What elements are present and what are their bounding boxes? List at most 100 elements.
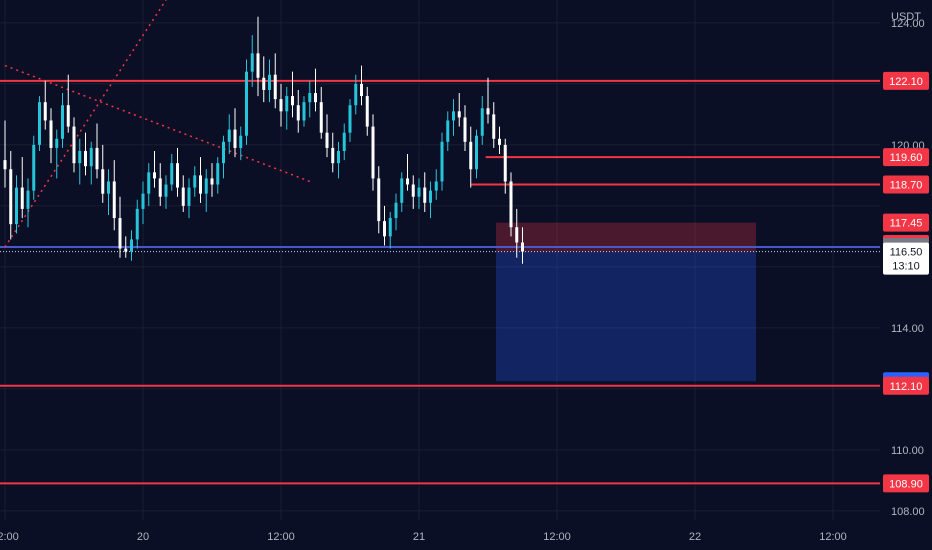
price-tick-label: 108.00 — [891, 506, 925, 518]
candle-body — [521, 242, 524, 252]
candle-body — [291, 96, 294, 106]
candle-body — [32, 144, 36, 191]
candle-body — [38, 102, 41, 145]
candle-body — [285, 96, 289, 112]
candle-body — [469, 141, 473, 170]
candle-body — [440, 141, 444, 182]
candle-body — [170, 163, 174, 185]
candle-body — [107, 181, 110, 194]
time-tick-label: 12:00 — [819, 531, 847, 543]
candle-body — [118, 218, 122, 249]
candle-body — [509, 181, 513, 228]
candle-body — [348, 105, 352, 133]
candle-body — [268, 74, 271, 90]
price-tick-label: 114.00 — [891, 323, 924, 335]
candle-body — [365, 96, 369, 127]
candle-body — [314, 93, 317, 103]
candle-body — [434, 181, 438, 191]
candle-body — [446, 120, 450, 142]
candle-body — [101, 169, 105, 194]
trendline[interactable] — [4, 0, 167, 248]
price-tag-label: 108.90 — [889, 478, 923, 490]
candle-body — [480, 108, 484, 136]
time-axis — [0, 520, 880, 550]
candle-body — [503, 144, 507, 182]
candle-body — [135, 208, 139, 240]
candle-body — [486, 108, 490, 115]
candle-body — [72, 126, 76, 164]
candle-body — [475, 135, 478, 170]
candle-body — [9, 169, 13, 225]
candle-body — [199, 175, 202, 194]
time-tick-label: 21 — [413, 531, 425, 543]
candle-body — [377, 178, 381, 222]
price-tag[interactable] — [883, 71, 929, 90]
price-tag[interactable] — [883, 474, 929, 493]
candle-body — [158, 178, 162, 197]
current-price-label: 116.50 — [890, 247, 923, 259]
price-tag-label: 119.60 — [890, 152, 923, 164]
candle-body — [55, 138, 59, 148]
price-tick-label: 124.00 — [891, 18, 925, 30]
time-tick-label: 12:00 — [543, 531, 571, 543]
candle-body — [331, 147, 335, 164]
candle-body — [245, 71, 248, 136]
price-tag-label: 122.10 — [889, 76, 923, 88]
candle-body — [515, 227, 519, 243]
current-price-tag[interactable] — [883, 242, 929, 275]
candle-body — [400, 178, 404, 203]
candle-body — [423, 187, 427, 203]
time-tick-label: 22 — [689, 531, 701, 543]
candle-body — [354, 83, 358, 106]
candle-body — [250, 53, 254, 72]
candle-body — [411, 184, 415, 197]
candle-body — [222, 141, 225, 164]
candle-body — [3, 160, 7, 170]
candle-body — [394, 202, 398, 219]
candle-body — [463, 117, 467, 142]
candle-body — [26, 190, 30, 209]
candle-body — [279, 99, 283, 112]
position-target-zone[interactable] — [496, 251, 756, 382]
time-tick-label: 12:00 — [0, 531, 19, 543]
candle-body — [78, 150, 82, 164]
price-tag[interactable] — [883, 213, 929, 232]
candle-body — [84, 150, 87, 167]
price-tag-label: 112.10 — [890, 381, 923, 393]
price-tick-label: 110.00 — [891, 445, 924, 457]
candle-body — [216, 163, 220, 185]
trendline[interactable] — [4, 64, 311, 183]
candle-body — [337, 150, 340, 164]
candle-body — [417, 187, 421, 197]
candle-body — [15, 187, 18, 225]
candle-body — [452, 111, 455, 121]
candle-body — [273, 74, 277, 100]
candle-body — [371, 126, 375, 179]
candle-body — [164, 184, 168, 197]
time-tick-label: 20 — [137, 531, 149, 543]
candle-body — [20, 187, 24, 209]
price-axis — [880, 0, 932, 550]
candle-body — [187, 187, 191, 206]
candle-body — [319, 102, 323, 133]
candle-body — [176, 163, 179, 188]
price-tag[interactable] — [883, 376, 929, 395]
candle-body — [383, 221, 386, 237]
candle-body — [43, 102, 47, 121]
candle-body — [296, 105, 300, 121]
price-tag[interactable] — [883, 175, 929, 194]
candle-body — [61, 105, 64, 139]
candle-body — [147, 172, 151, 194]
candle-body — [141, 193, 145, 209]
candle-body — [308, 93, 312, 103]
candle-body — [388, 218, 392, 237]
candle-body — [227, 129, 231, 142]
candle-body — [406, 178, 409, 185]
candle-body — [66, 105, 70, 127]
candle-body — [457, 111, 461, 118]
candle-body — [181, 187, 185, 206]
time-tick-label: 12:00 — [267, 531, 295, 543]
price-tag[interactable] — [883, 148, 929, 167]
